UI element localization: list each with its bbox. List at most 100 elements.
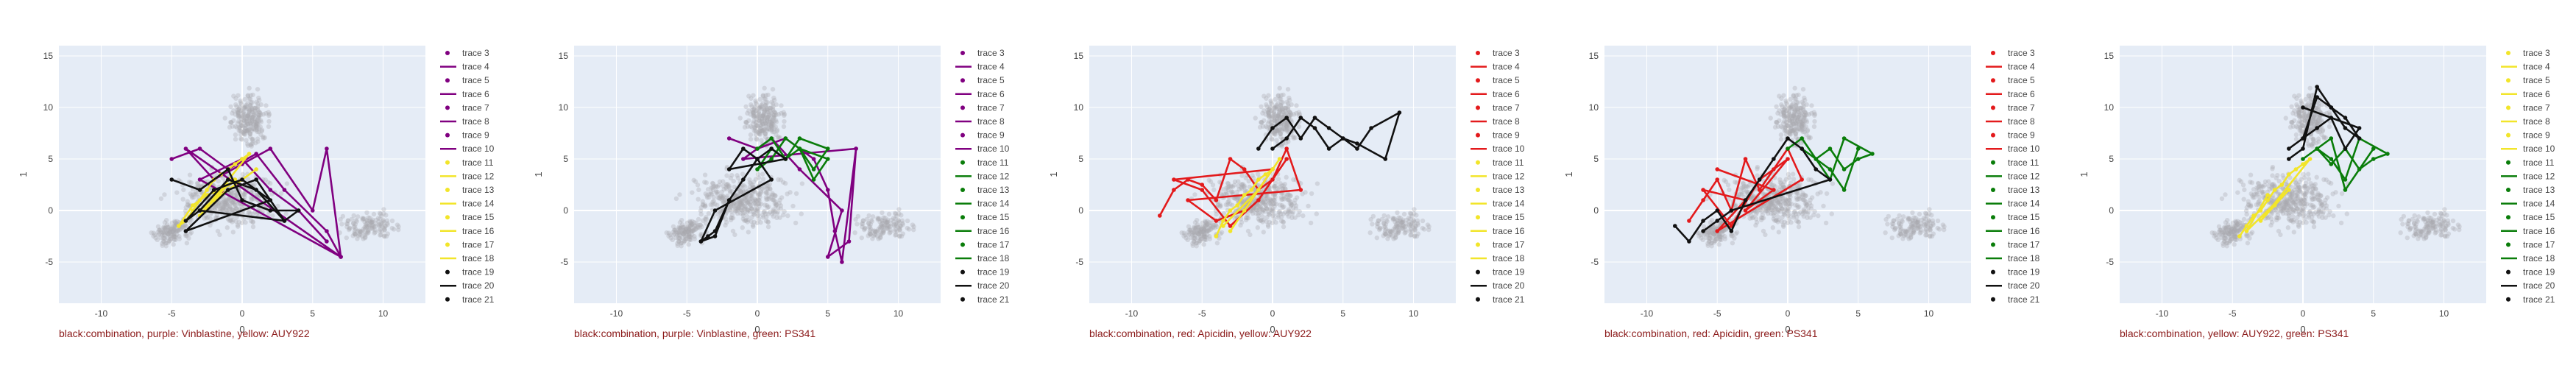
background-point: [894, 213, 899, 219]
background-point: [385, 231, 391, 236]
background-point: [1278, 112, 1284, 118]
background-point: [254, 121, 259, 127]
background-point: [1795, 205, 1800, 210]
background-point: [1883, 216, 1889, 222]
background-point: [250, 107, 255, 113]
background-point: [777, 215, 782, 220]
background-point: [225, 200, 230, 205]
background-point: [750, 107, 755, 113]
background-point: [2398, 230, 2403, 236]
background-point: [369, 220, 375, 225]
background-point: [761, 113, 766, 118]
background-point: [1208, 179, 1214, 184]
background-point: [1261, 208, 1266, 213]
background-point: [2257, 194, 2262, 199]
background-point: [1924, 232, 1929, 238]
series-point: [811, 167, 816, 171]
background-point: [2233, 219, 2239, 225]
background-point: [1291, 134, 1296, 140]
background-point: [760, 121, 765, 127]
background-point: [1260, 219, 1265, 224]
background-point: [696, 187, 701, 193]
background-point: [769, 125, 774, 131]
background-point: [2293, 202, 2299, 208]
background-point: [254, 99, 259, 105]
background-point: [1425, 222, 1431, 227]
background-point: [1753, 216, 1759, 222]
background-point: [2238, 223, 2244, 228]
background-point: [2270, 173, 2275, 178]
legend-marker: [445, 132, 450, 138]
background-point: [2223, 236, 2228, 241]
series-point: [741, 157, 746, 161]
background-point: [2299, 202, 2304, 208]
background-point: [1239, 185, 1244, 190]
background-point: [1786, 201, 1791, 207]
background-point: [1191, 230, 1196, 235]
background-point: [1788, 118, 1793, 124]
background-point: [1739, 191, 1745, 197]
background-point: [1708, 236, 1713, 241]
background-point: [162, 236, 167, 241]
series-black: [169, 167, 301, 233]
background-point: [696, 222, 701, 228]
background-point: [1374, 221, 1380, 227]
background-point: [771, 207, 776, 213]
series-point: [310, 208, 315, 213]
background-point: [1205, 232, 1210, 238]
background-point: [682, 224, 687, 230]
legend-label: trace 3: [462, 48, 489, 58]
background-point: [2438, 224, 2443, 229]
background-point: [1782, 200, 1788, 205]
background-point: [1387, 228, 1393, 233]
series-point: [1284, 146, 1289, 151]
background-point: [1398, 219, 1404, 224]
background-point: [1794, 127, 1800, 132]
background-point: [385, 221, 390, 226]
background-point: [1713, 224, 1718, 230]
background-point: [760, 177, 766, 182]
legend-label: trace 20: [2008, 280, 2040, 291]
background-points: [2209, 85, 2462, 249]
background-point: [1222, 191, 1228, 197]
background-point: [2318, 201, 2324, 206]
background-point: [1260, 200, 1266, 205]
background-point: [1236, 183, 1241, 188]
background-point: [2417, 232, 2423, 237]
background-point: [769, 99, 774, 105]
background-point: [762, 118, 768, 124]
background-point: [1898, 222, 1904, 227]
background-point: [710, 185, 715, 191]
background-point: [224, 198, 230, 203]
background-point: [1923, 227, 1928, 232]
background-point: [754, 136, 759, 141]
background-point: [2248, 203, 2254, 209]
series-point: [783, 136, 788, 141]
background-point: [1406, 216, 1412, 221]
background-point: [718, 194, 723, 199]
background-point: [2309, 189, 2315, 195]
background-point: [1778, 136, 1784, 142]
background-point: [761, 111, 766, 116]
series-point: [726, 136, 732, 141]
background-point: [2324, 203, 2329, 208]
legend-label: trace 13: [1493, 185, 1525, 195]
background-point: [2420, 228, 2425, 234]
background-point: [1710, 230, 1716, 236]
background-point: [896, 218, 902, 223]
background-point: [1744, 188, 1749, 194]
legend-marker: [1476, 78, 1480, 83]
background-point: [703, 203, 708, 209]
background-point: [1278, 219, 1284, 224]
background-point: [866, 221, 871, 226]
background-point: [171, 236, 177, 242]
background-point: [747, 184, 753, 190]
background-point: [222, 197, 227, 202]
background-point: [2306, 101, 2311, 106]
background-point: [1793, 132, 1799, 137]
background-point: [771, 113, 777, 118]
background-point: [1807, 201, 1813, 206]
background-point: [227, 124, 233, 130]
background-point: [162, 227, 168, 233]
background-point: [1786, 110, 1791, 115]
